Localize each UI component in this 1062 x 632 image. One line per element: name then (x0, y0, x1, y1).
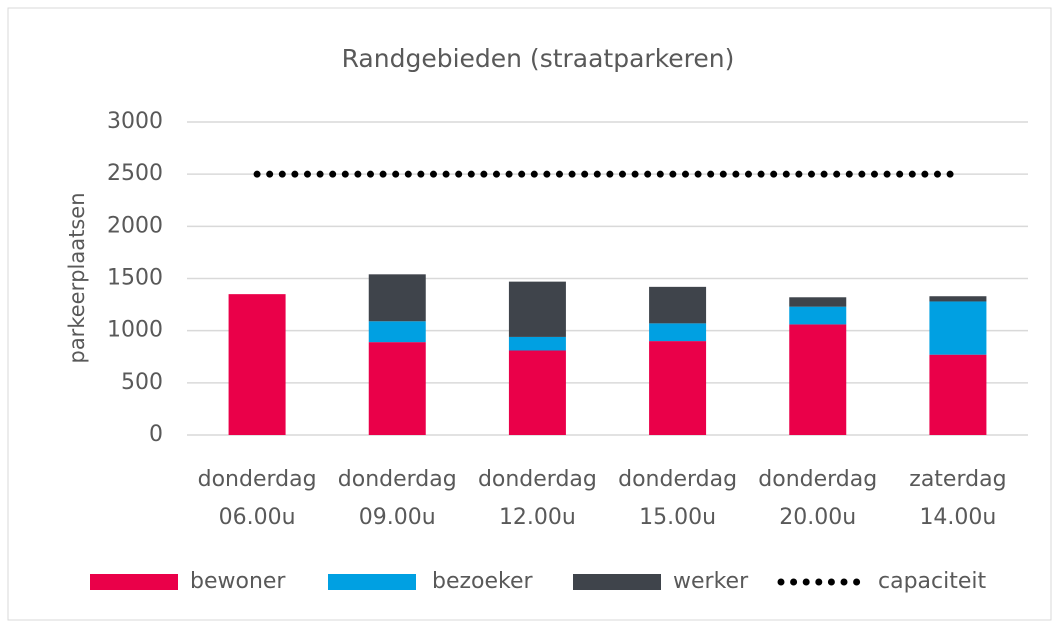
y-tick-label: 0 (149, 422, 163, 447)
y-tick-label: 2000 (107, 213, 163, 238)
bar (508, 281, 566, 337)
bar (789, 306, 847, 325)
bar (929, 296, 987, 302)
bar (789, 324, 847, 435)
x-tick-label: 12.00u (499, 505, 576, 530)
y-tick-label: 2500 (107, 161, 163, 186)
legend-label: bewoner (190, 569, 286, 594)
legend-swatch (573, 574, 661, 590)
x-tick-label: donderdag (198, 467, 317, 492)
x-tick-label: 20.00u (779, 505, 856, 530)
x-tick-label: 09.00u (359, 505, 436, 530)
x-tick-label: donderdag (478, 467, 597, 492)
bar (929, 301, 987, 355)
bar (649, 341, 707, 435)
y-tick-label: 1500 (107, 266, 163, 291)
bar (649, 323, 707, 342)
legend-swatch (328, 574, 416, 590)
bar (368, 342, 426, 435)
x-tick-label: donderdag (758, 467, 877, 492)
bar (789, 297, 847, 307)
bar (368, 274, 426, 322)
y-tick-label: 500 (121, 370, 163, 395)
y-axis-label: parkeerplaatsen (65, 192, 89, 363)
legend-label: werker (673, 569, 749, 594)
legend-label: capaciteit (878, 569, 987, 594)
x-tick-label: donderdag (618, 467, 737, 492)
bar (929, 354, 987, 435)
bar (228, 294, 286, 435)
x-tick-label: 06.00u (219, 505, 296, 530)
bar (649, 286, 707, 324)
bar (508, 350, 566, 435)
x-tick-label: 15.00u (639, 505, 716, 530)
y-tick-label: 1000 (107, 318, 163, 343)
y-tick-label: 3000 (107, 109, 163, 134)
legend-swatch (90, 574, 178, 590)
x-tick-label: donderdag (338, 467, 457, 492)
bar (368, 321, 426, 343)
chart-title: Randgebieden (straatparkeren) (342, 44, 735, 73)
x-tick-label: zaterdag (909, 467, 1006, 492)
x-tick-label: 14.00u (919, 505, 996, 530)
bar (508, 336, 566, 351)
legend-label: bezoeker (432, 569, 534, 594)
